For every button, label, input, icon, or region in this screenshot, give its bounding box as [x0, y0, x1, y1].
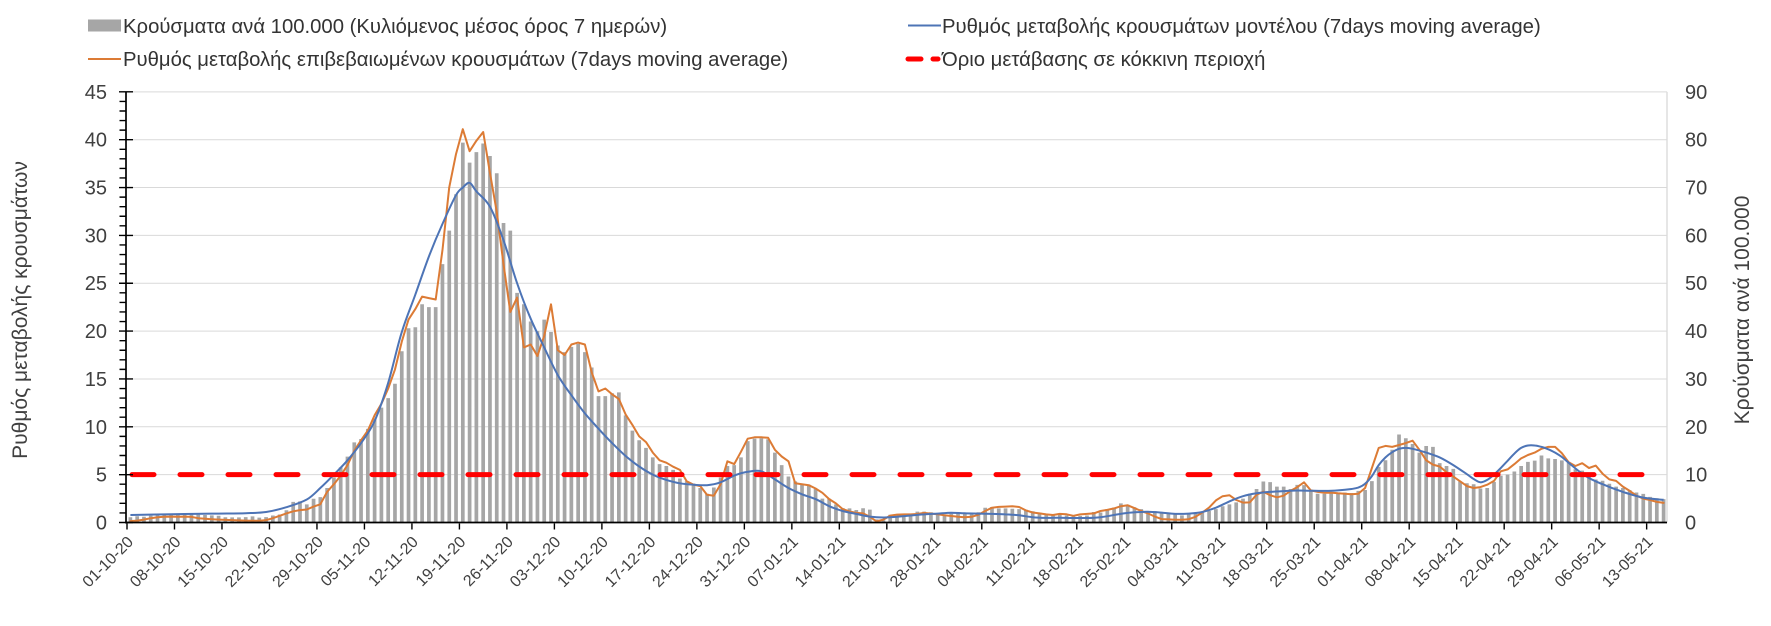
svg-text:19-11-20: 19-11-20: [413, 534, 470, 591]
svg-text:28-01-21: 28-01-21: [887, 534, 944, 591]
svg-text:21-01-21: 21-01-21: [840, 534, 897, 591]
svg-text:50: 50: [1685, 273, 1707, 295]
svg-text:07-01-21: 07-01-21: [745, 534, 802, 591]
svg-text:18-03-21: 18-03-21: [1219, 534, 1276, 591]
svg-text:24-12-20: 24-12-20: [650, 534, 707, 591]
svg-text:29-04-21: 29-04-21: [1504, 534, 1561, 591]
svg-text:08-04-21: 08-04-21: [1362, 534, 1419, 591]
svg-text:25: 25: [85, 273, 107, 295]
svg-text:01-04-21: 01-04-21: [1314, 534, 1371, 591]
svg-text:70: 70: [1685, 178, 1707, 200]
svg-text:Ρυθμός μεταβολής επιβεβαιωμένω: Ρυθμός μεταβολής επιβεβαιωμένων κρουσμάτ…: [123, 49, 788, 71]
svg-text:06-05-21: 06-05-21: [1552, 534, 1609, 591]
svg-text:25-02-21: 25-02-21: [1077, 534, 1134, 591]
svg-text:10-12-20: 10-12-20: [555, 534, 612, 591]
svg-text:25-03-21: 25-03-21: [1267, 534, 1324, 591]
svg-text:05-11-20: 05-11-20: [318, 534, 375, 591]
svg-text:17-12-20: 17-12-20: [602, 534, 659, 591]
svg-text:20: 20: [1685, 417, 1707, 439]
svg-text:31-12-20: 31-12-20: [697, 534, 754, 591]
svg-text:04-03-21: 04-03-21: [1124, 534, 1181, 591]
svg-text:40: 40: [85, 130, 107, 152]
svg-text:15-10-20: 15-10-20: [175, 534, 232, 591]
svg-text:15-04-21: 15-04-21: [1409, 534, 1466, 591]
svg-text:Κρούσματα ανά 100.000 (Κυλιόμε: Κρούσματα ανά 100.000 (Κυλιόμενος μέσος …: [123, 16, 667, 38]
svg-text:0: 0: [1685, 513, 1696, 535]
svg-text:Κρούσματα ανά 100.000: Κρούσματα ανά 100.000: [1731, 196, 1754, 425]
svg-text:Ρυθμός μεταβολής κρουσμάτων μο: Ρυθμός μεταβολής κρουσμάτων μοντέλου (7d…: [942, 16, 1541, 38]
svg-text:29-10-20: 29-10-20: [270, 534, 327, 591]
svg-text:15: 15: [85, 369, 107, 391]
svg-text:60: 60: [1685, 225, 1707, 247]
svg-text:13-05-21: 13-05-21: [1599, 534, 1656, 591]
svg-text:90: 90: [1685, 82, 1707, 104]
svg-text:10: 10: [85, 417, 107, 439]
svg-text:12-11-20: 12-11-20: [365, 534, 422, 591]
svg-text:04-02-21: 04-02-21: [935, 534, 992, 591]
svg-text:18-02-21: 18-02-21: [1030, 534, 1087, 591]
svg-text:40: 40: [1685, 321, 1707, 343]
svg-text:22-04-21: 22-04-21: [1457, 534, 1514, 591]
svg-text:45: 45: [85, 82, 107, 104]
svg-text:03-12-20: 03-12-20: [507, 534, 564, 591]
svg-text:Όριο μετάβασης σε κόκκινη περι: Όριο μετάβασης σε κόκκινη περιοχή: [941, 49, 1265, 71]
svg-text:Ρυθμός μεταβολής κρουσμάτων: Ρυθμός μεταβολής κρουσμάτων: [9, 161, 32, 459]
svg-text:22-10-20: 22-10-20: [222, 534, 279, 591]
svg-text:35: 35: [85, 178, 107, 200]
svg-text:20: 20: [85, 321, 107, 343]
svg-text:80: 80: [1685, 130, 1707, 152]
svg-text:14-01-21: 14-01-21: [792, 534, 849, 591]
svg-text:08-10-20: 08-10-20: [127, 534, 184, 591]
svg-text:5: 5: [96, 465, 107, 487]
svg-text:10: 10: [1685, 465, 1707, 487]
svg-text:30: 30: [1685, 369, 1707, 391]
svg-text:0: 0: [96, 513, 107, 535]
svg-text:30: 30: [85, 225, 107, 247]
svg-text:01-10-20: 01-10-20: [80, 534, 137, 591]
